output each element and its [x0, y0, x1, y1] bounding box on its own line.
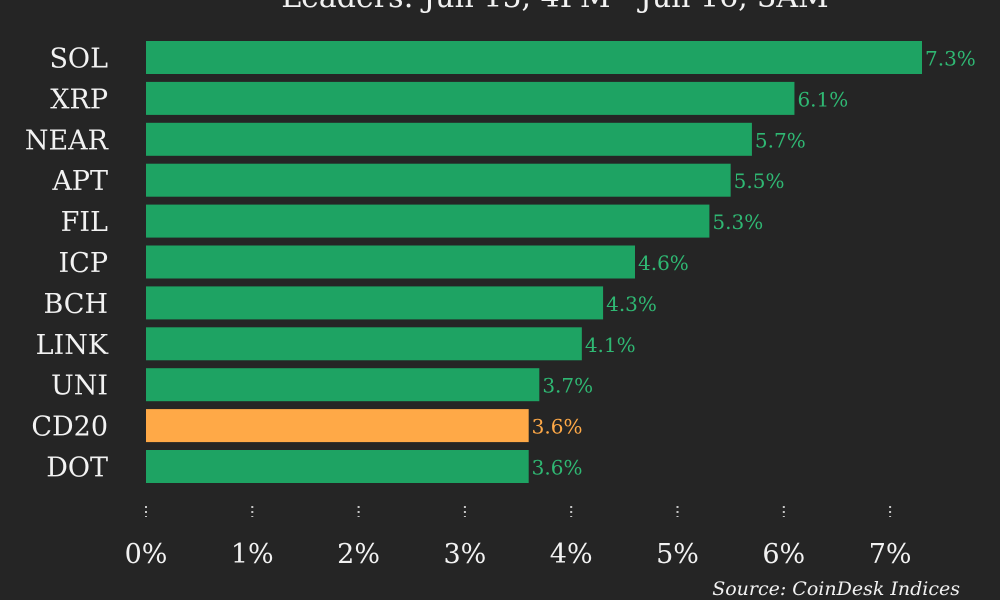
bar-fil	[146, 204, 710, 238]
chart-title: Leaders: Jun 15, 4PM - Jun 16, 3AM	[281, 0, 828, 15]
bar-sol	[146, 41, 922, 74]
source-note: Source: CoinDesk Indices	[712, 578, 960, 600]
bar-bch	[146, 286, 604, 320]
value-label-cd20: 3.6%	[532, 415, 583, 439]
category-label-uni: UNI	[51, 371, 108, 402]
value-label-link: 4.1%	[585, 333, 636, 357]
value-label-bch: 4.3%	[606, 292, 657, 316]
category-label-xrp: XRP	[50, 84, 108, 115]
x-tick-label: 2%	[337, 539, 380, 570]
value-label-icp: 4.6%	[638, 251, 689, 275]
category-label-near: NEAR	[25, 125, 109, 156]
bar-link	[146, 327, 582, 361]
value-label-dot: 3.6%	[532, 456, 583, 480]
value-label-apt: 5.5%	[734, 169, 785, 193]
bars-group: SOL 7.3% XRP 6.1% NEAR 5.7% APT 5.5% FIL 5.3% ICP 4…	[25, 41, 976, 484]
bar-cd20	[146, 409, 529, 443]
x-tick-label: 3%	[443, 539, 486, 570]
value-label-near: 5.7%	[755, 128, 806, 152]
value-label-fil: 5.3%	[712, 210, 763, 234]
category-label-link: LINK	[36, 330, 109, 361]
x-tick-label: 5%	[656, 539, 699, 570]
value-label-uni: 3.7%	[542, 374, 593, 398]
value-label-xrp: 6.1%	[797, 87, 848, 111]
x-tick-label: 0%	[125, 539, 168, 570]
bar-icp	[146, 245, 635, 279]
bar-uni	[146, 368, 540, 402]
x-tick-label: 7%	[869, 539, 912, 570]
category-label-cd20: CD20	[31, 412, 108, 443]
x-tick-label: 4%	[550, 539, 593, 570]
x-axis: 0% 1% 2% 3% 4% 5% 6% 7%	[125, 506, 912, 570]
category-label-dot: DOT	[46, 453, 108, 484]
category-label-icp: ICP	[59, 248, 109, 279]
x-tick-label: 6%	[762, 539, 805, 570]
bar-apt	[146, 163, 731, 197]
x-tick-label: 1%	[231, 539, 274, 570]
category-label-bch: BCH	[43, 289, 108, 320]
category-label-sol: SOL	[49, 44, 108, 75]
category-label-apt: APT	[51, 166, 108, 197]
bar-xrp	[146, 81, 795, 115]
bar-dot	[146, 450, 529, 483]
bar-near	[146, 122, 752, 156]
category-label-fil: FIL	[61, 207, 108, 238]
value-label-sol: 7.3%	[925, 47, 976, 71]
